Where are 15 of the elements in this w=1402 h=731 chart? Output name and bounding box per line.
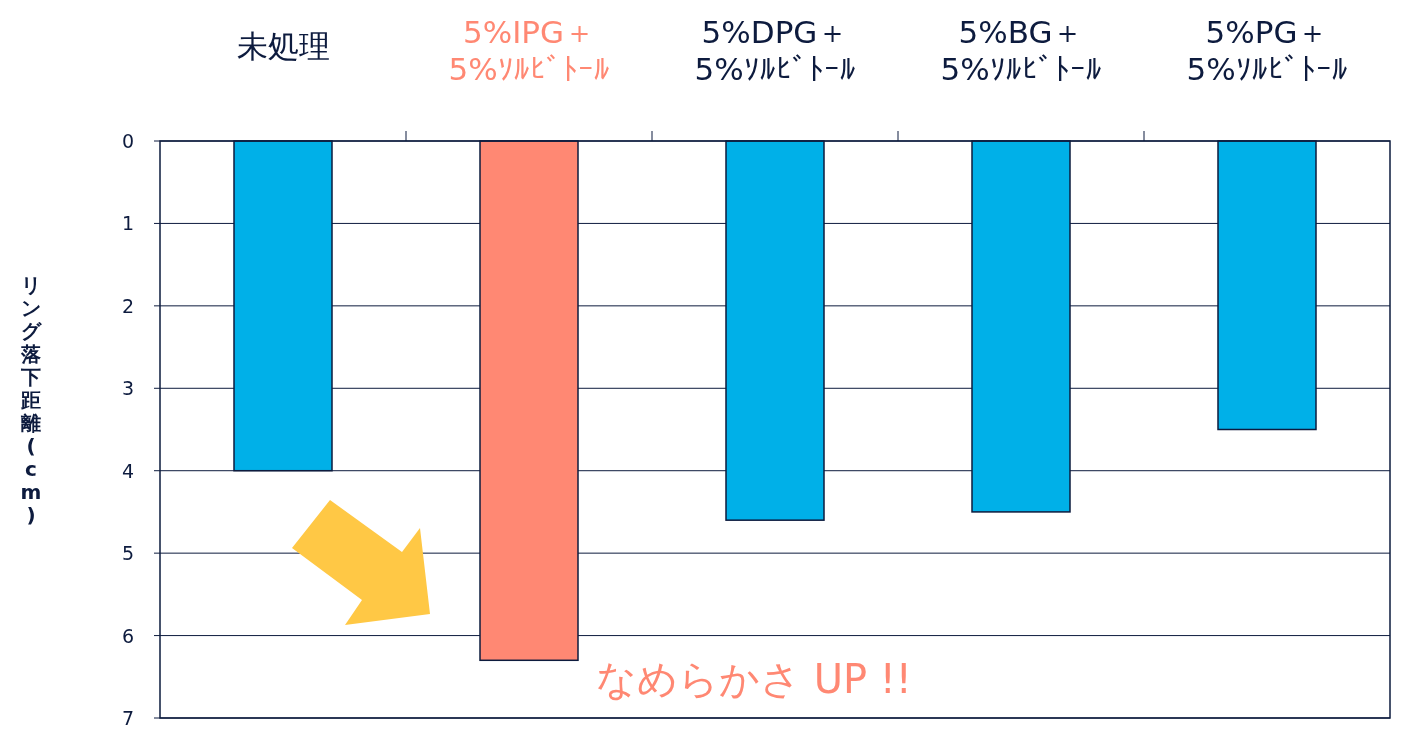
y-tick-label: 5 (121, 542, 135, 565)
x-tick-label: 5%BG＋ 5%ｿﾙﾋﾞﾄｰﾙ (940, 14, 1102, 87)
y-tick-label: 6 (121, 624, 135, 647)
x-tick-label: 未処理 (236, 28, 330, 64)
text: リング落下距離(cm) (20, 273, 42, 527)
y-tick-label: 4 (121, 459, 135, 482)
annotation: なめらかさ UP !! (596, 656, 912, 702)
x-tick-label: 5%IPG＋ 5%ｿﾙﾋﾞﾄｰﾙ (448, 14, 610, 87)
y-tick-label: 7 (121, 707, 135, 729)
y-tick-label: 2 (121, 294, 135, 317)
y-tick-label: 1 (121, 212, 135, 235)
y-tick-label: 3 (121, 377, 135, 400)
y-tick-label: 0 (121, 130, 135, 152)
x-tick-label: 5%PG＋ 5%ｿﾙﾋﾞﾄｰﾙ (1186, 14, 1348, 87)
x-tick-label: 5%DPG＋ 5%ｿﾙﾋﾞﾄｰﾙ (694, 14, 856, 87)
